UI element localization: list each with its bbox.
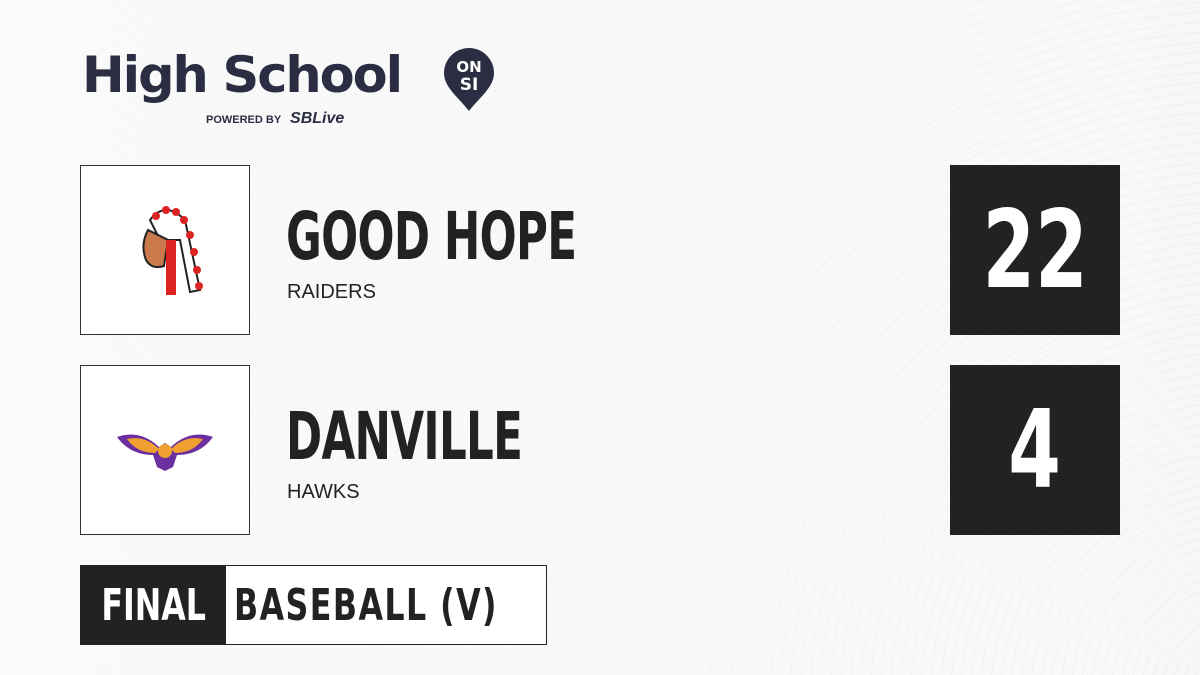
brand-logo: High School ON SI POWERED BY SBLive	[82, 46, 494, 127]
sblive-logo: SBLive	[290, 110, 345, 127]
sport-label: BASEBALL (V)	[234, 579, 499, 631]
team-mascot-away: HAWKS	[287, 481, 360, 503]
score-home: 22	[950, 165, 1120, 335]
final-label: FINAL	[101, 579, 206, 631]
team-name-away: DANVILLE	[286, 398, 523, 475]
on-si-pin-icon: ON SI	[444, 48, 494, 111]
score-home-value: 22	[982, 187, 1088, 313]
svg-text:ON: ON	[456, 58, 481, 76]
brand-title: High School	[82, 46, 403, 104]
powered-by: POWERED BY SBLive	[206, 110, 344, 128]
final-badge: FINAL	[81, 566, 227, 644]
score-away-value: 4	[1008, 387, 1062, 513]
team-name-home: GOOD HOPE	[286, 198, 577, 275]
game-status-bar: FINAL BASEBALL (V)	[80, 565, 547, 645]
team-logo-good-hope	[80, 165, 250, 335]
sport-label-box: BASEBALL (V)	[226, 566, 601, 644]
powered-by-label: POWERED BY	[206, 114, 281, 126]
svg-text:SI: SI	[460, 75, 479, 95]
raiders-headdress-icon	[142, 206, 203, 295]
team-logo-danville	[80, 365, 250, 535]
hawk-icon	[117, 434, 213, 471]
score-away: 4	[950, 365, 1120, 535]
team-mascot-home: RAIDERS	[287, 281, 376, 303]
